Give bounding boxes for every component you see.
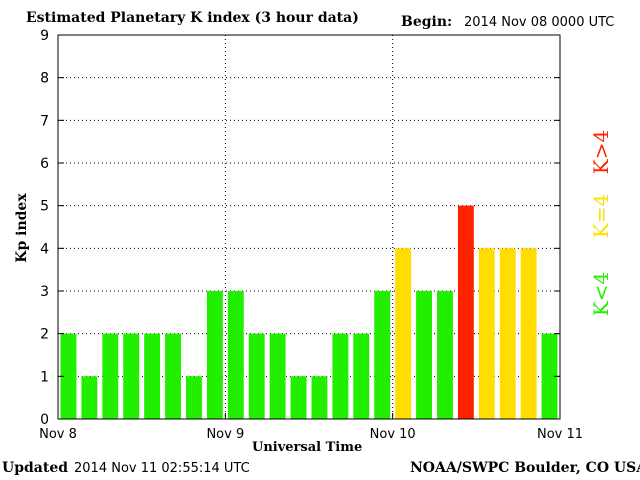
x-tick-labels: Nov 8 Nov 9 Nov 10 Nov 11 [39,413,583,442]
bar [416,291,432,419]
y-tick-labels: 0 1 2 3 4 5 6 7 8 9 [40,28,560,428]
bar [541,333,558,419]
x-tick-label: Nov 10 [370,427,416,442]
bar [186,376,202,419]
y-tick-label: 3 [40,284,49,300]
begin-label: Begin: [401,14,453,30]
y-tick-label: 2 [40,327,49,343]
x-tick-label: Nov 11 [537,427,583,442]
bar [520,248,537,419]
bar [437,291,453,419]
bar [227,291,244,419]
y-axis-label: Kp index [14,193,30,263]
x-tick-label: Nov 9 [206,427,244,442]
bar [123,333,140,419]
y-tick-label: 7 [40,113,49,129]
begin-value: 2014 Nov 08 0000 UTC [464,15,615,30]
bar [206,291,223,419]
bar [478,248,495,419]
plot-frame [57,34,561,420]
bar [353,333,370,419]
bar [165,333,181,419]
y-tick-label: 1 [40,369,49,385]
y-tick-label: 6 [40,156,49,172]
bar [457,205,474,419]
bar [248,333,265,419]
bar [81,376,98,419]
bar [269,333,286,419]
bar [499,248,516,419]
y-tick-label: 8 [40,71,49,87]
bars [60,205,558,419]
bar [144,333,161,419]
y-tick-label: 9 [40,28,49,44]
updated-value: 2014 Nov 11 02:55:14 UTC [74,461,250,476]
bar [102,333,119,419]
x-tick-label: Nov 8 [39,427,77,442]
legend-below: K<4 [589,271,613,317]
x-axis-label: Universal Time [252,440,363,455]
credit-text: NOAA/SWPC Boulder, CO USA [410,460,640,476]
legend-equal: K=4 [589,193,613,239]
chart-title: Estimated Planetary K index (3 hour data… [26,10,359,26]
legend-above: K>4 [589,129,613,175]
bar [395,248,412,419]
bar [332,333,349,419]
y-tick-label: 5 [40,199,49,215]
bar [290,376,307,419]
bar [374,291,391,419]
updated-label: Updated [2,460,69,476]
bar [60,333,77,419]
y-tick-label: 4 [40,241,49,257]
y-tick-label: 0 [40,412,49,428]
bar [311,376,328,419]
grid-lines [58,35,560,419]
